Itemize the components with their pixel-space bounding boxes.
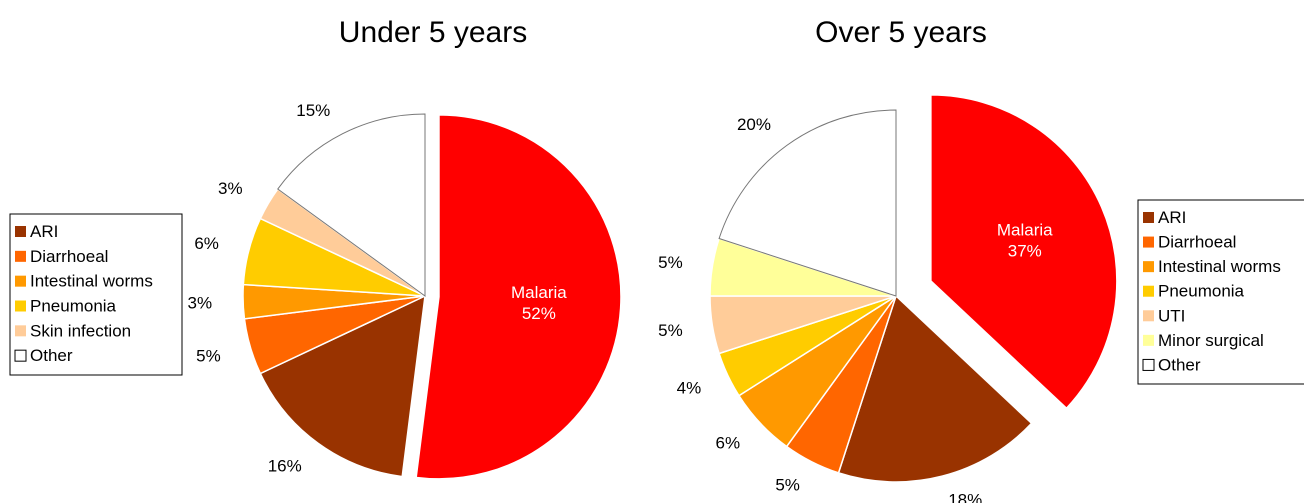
under-5-pct-label-skin-infection: 3% [218, 179, 243, 198]
over-5-legend: ARI Diarrhoeal Intestinal worms Pneumonia UT… [1137, 199, 1304, 385]
over-5-pct-label-intestinal-worms: 6% [716, 433, 741, 452]
under-5-pct-label-ari: 16% [268, 457, 302, 476]
over-5-legend-swatch-pneumonia [1143, 285, 1154, 297]
under-5-legend-label-intestinal-worms: Intestinal worms [30, 272, 153, 291]
under-5-slice-ari [259, 294, 426, 478]
under-5-legend-swatch-skin-infection [15, 325, 26, 337]
over-5-pct-label-pneumonia: 4% [677, 379, 702, 398]
over-5-slice-malaria [930, 94, 1118, 410]
under-5-pct-label-pneumonia: 6% [194, 234, 219, 253]
over-5-pct-label-uti: 5% [658, 321, 683, 340]
over-5-legend-label-intestinal-worms: Intestinal worms [1158, 257, 1281, 276]
over-5-legend-label-diarrhoeal: Diarrhoeal [1158, 233, 1236, 252]
under-5-legend-swatch-pneumonia [15, 300, 26, 312]
over-5-legend-swatch-minor-surgical [1143, 334, 1154, 346]
under-5-legend-swatch-ari [15, 226, 26, 237]
under-5-pie-chart: Under 5 years Malaria 52% 16% 5% 3% 6% 3% 15% ARI… [9, 16, 622, 480]
over-5-legend-swatch-diarrhoeal [1143, 236, 1154, 248]
over-5-legend-label-other: Other [1158, 355, 1201, 374]
under-5-slice-value-malaria: 52% [522, 304, 556, 323]
over-5-slice-ari [837, 294, 1033, 483]
over-5-chart-title: Over 5 years [815, 16, 987, 49]
over-5-legend-swatch-intestinal-worms [1143, 261, 1154, 273]
under-5-pct-label-diarrhoeal: 5% [196, 346, 221, 365]
over-5-pct-label-minor-surgical: 5% [658, 253, 683, 272]
over-5-legend-label-uti: UTI [1158, 306, 1185, 325]
over-5-slice-label-malaria: Malaria [997, 220, 1053, 239]
under-5-legend-swatch-intestinal-worms [15, 275, 26, 287]
over-5-pct-label-ari: 18% [948, 490, 982, 503]
under-5-legend-swatch-diarrhoeal [15, 250, 26, 262]
over-5-pct-label-other: 20% [737, 115, 771, 134]
over-5-pie-chart: Over 5 years Malaria 37% 18% 5% 6% 4% 5% 5% 20% AR… [658, 16, 1304, 503]
under-5-slice-other [277, 113, 426, 297]
over-5-legend-swatch-ari [1143, 212, 1154, 223]
over-5-slice-value-malaria: 37% [1008, 241, 1042, 260]
over-5-legend-swatch-uti [1143, 310, 1154, 322]
under-5-slice-label-malaria: Malaria [511, 283, 567, 302]
under-5-legend: ARI Diarrhoeal Intestinal worms Pneumonia Sk… [9, 213, 183, 376]
over-5-legend-label-pneumonia: Pneumonia [1158, 282, 1245, 301]
over-5-legend-box [1137, 199, 1304, 385]
under-5-pct-label-other: 15% [296, 101, 330, 120]
under-5-legend-box [9, 213, 183, 376]
over-5-pct-label-diarrhoeal: 5% [775, 476, 800, 495]
under-5-chart-title: Under 5 years [339, 16, 527, 49]
under-5-legend-label-other: Other [30, 346, 73, 365]
over-5-slice-other [718, 109, 897, 297]
under-5-legend-label-ari: ARI [30, 222, 58, 241]
under-5-legend-label-diarrhoeal: Diarrhoeal [30, 247, 108, 266]
over-5-legend-label-ari: ARI [1158, 208, 1186, 227]
under-5-slice-malaria [415, 114, 622, 480]
under-5-pct-label-intestinal-worms: 3% [188, 294, 213, 313]
under-5-legend-swatch-other [14, 349, 27, 362]
under-5-legend-label-pneumonia: Pneumonia [30, 297, 117, 316]
over-5-legend-label-minor-surgical: Minor surgical [1158, 331, 1264, 350]
over-5-legend-swatch-other [1142, 358, 1155, 371]
under-5-legend-label-skin-infection: Skin infection [30, 321, 131, 340]
